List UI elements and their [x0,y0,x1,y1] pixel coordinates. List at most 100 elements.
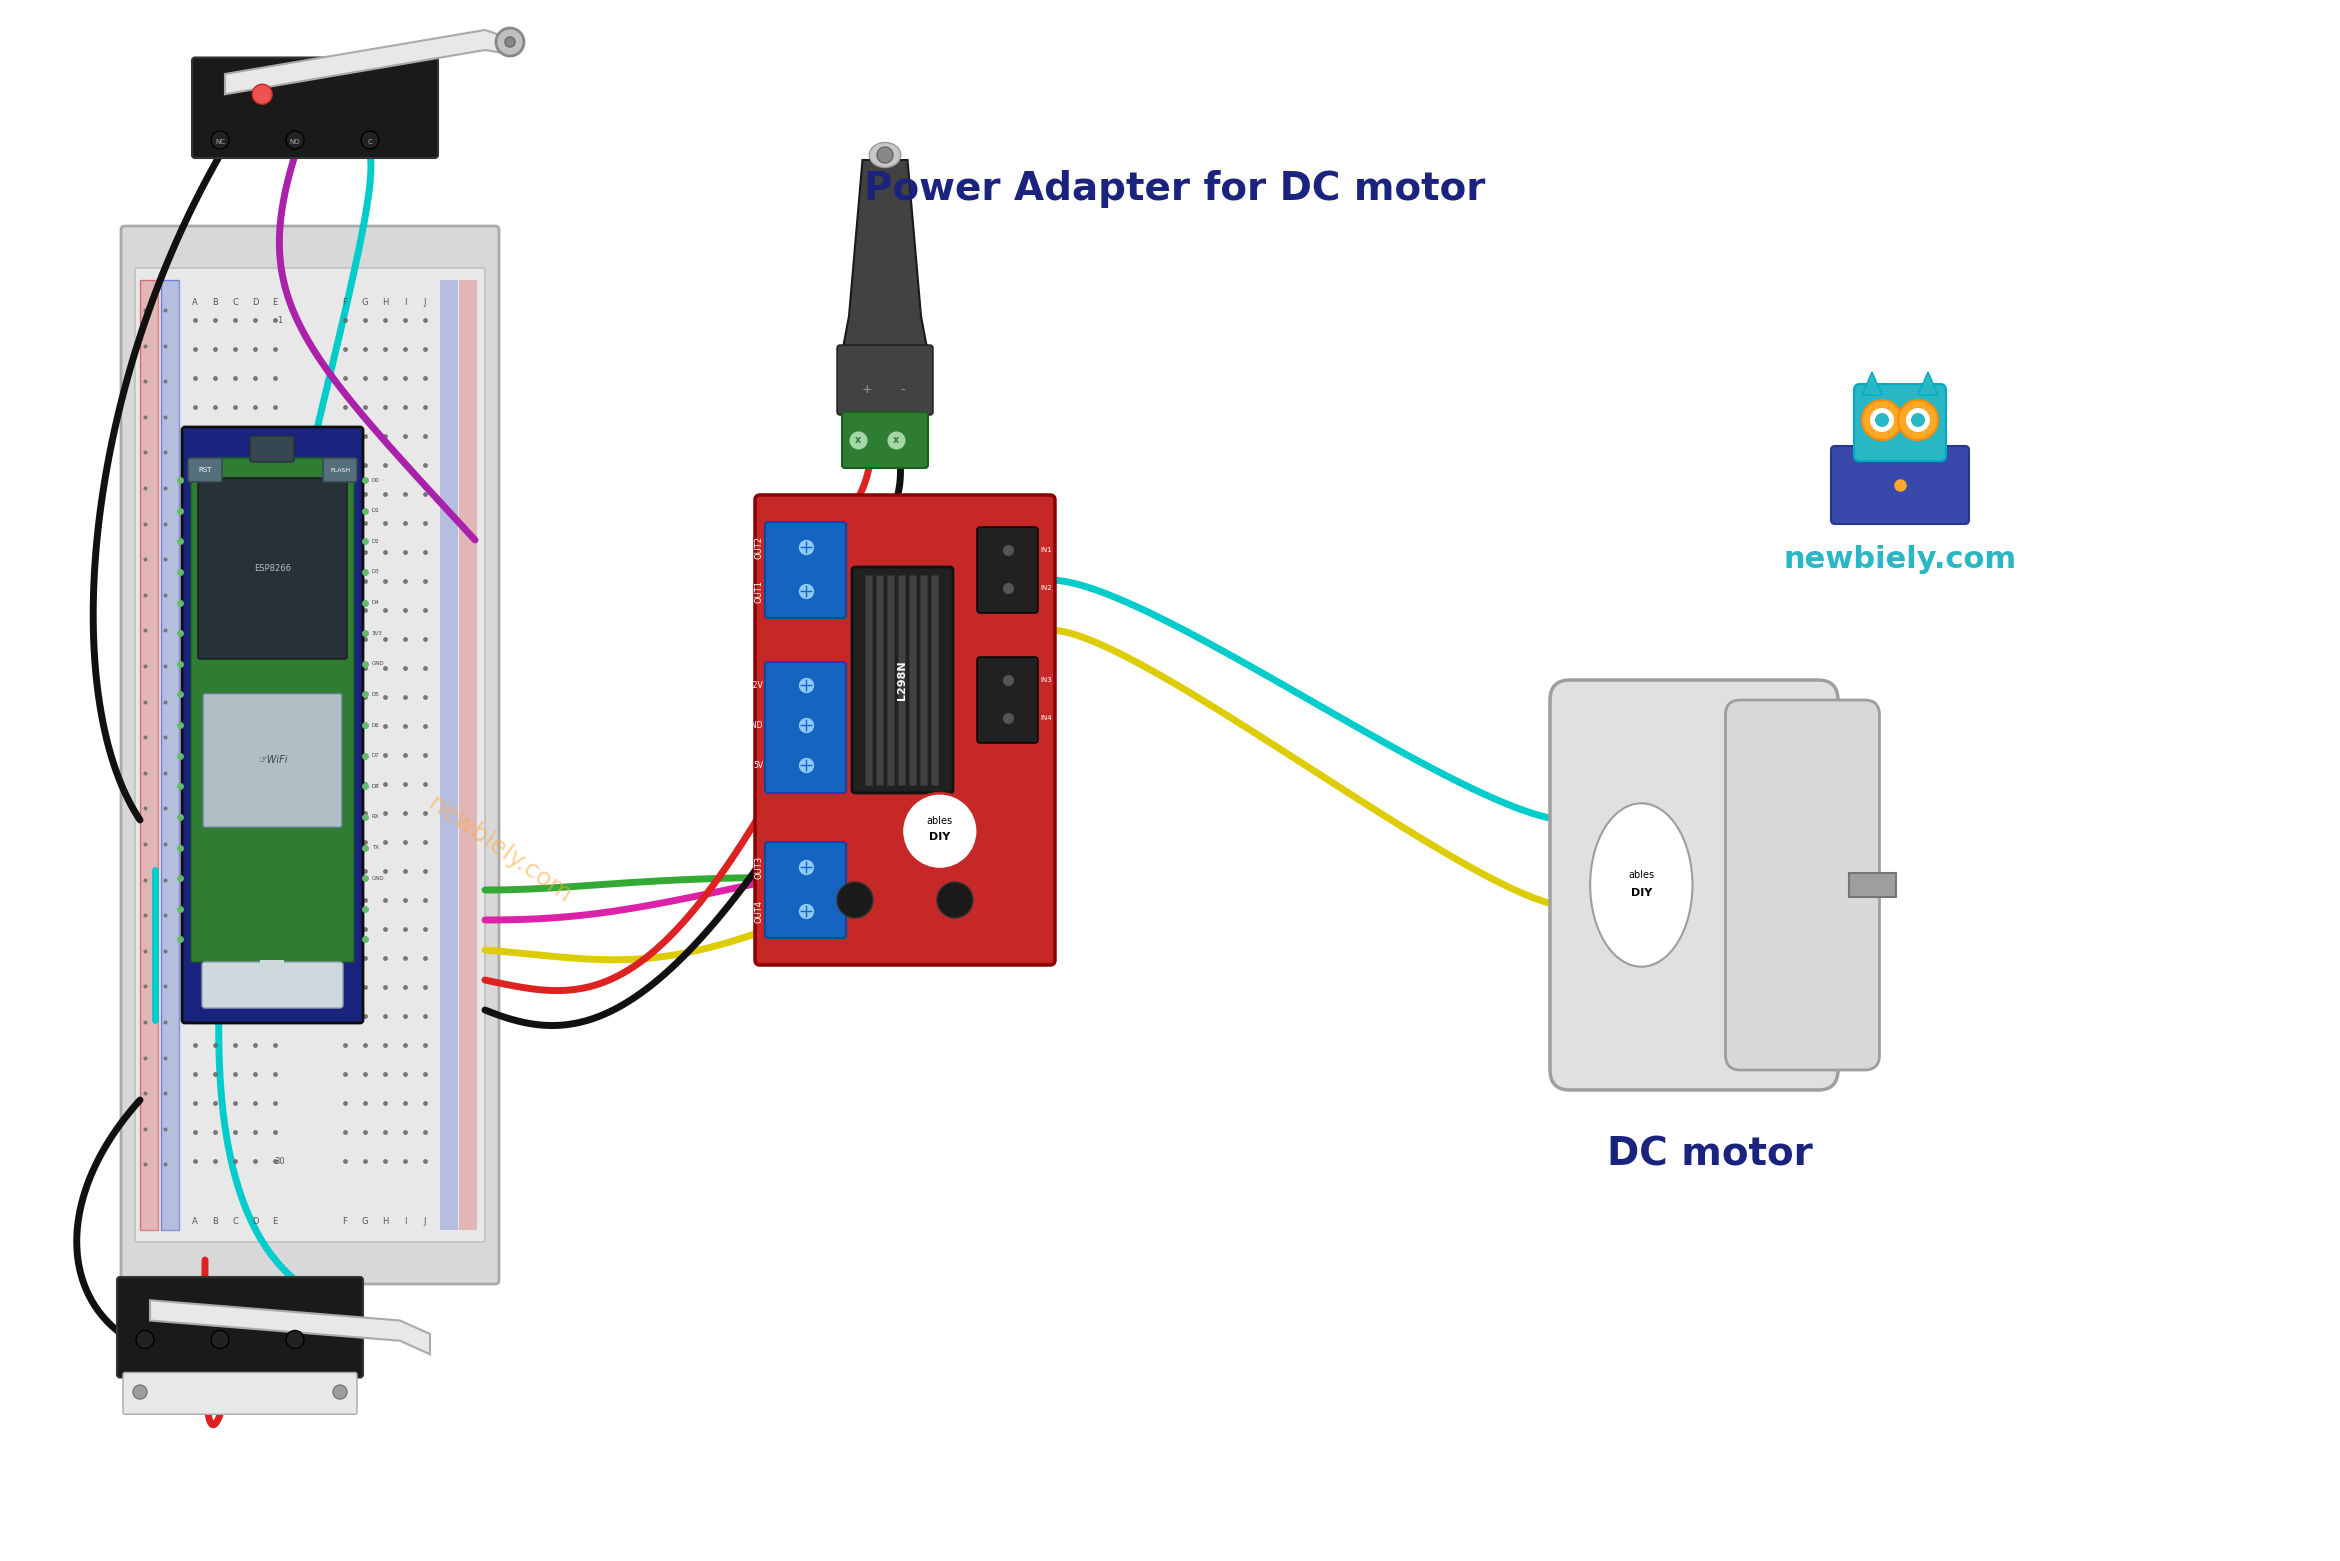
Text: F: F [342,298,346,306]
Text: E: E [271,1218,278,1227]
Text: D0: D0 [372,478,379,482]
Text: IN2: IN2 [1039,585,1051,592]
Polygon shape [150,1300,431,1355]
Circle shape [211,1330,229,1349]
Text: +: + [861,382,873,396]
Text: OUT3: OUT3 [753,855,763,879]
FancyBboxPatch shape [1853,384,1947,460]
Bar [875,574,882,785]
Bar [887,574,894,785]
Text: 5V: 5V [753,760,763,770]
Text: x: x [854,436,861,445]
Text: I: I [405,1218,407,1227]
Text: 30: 30 [274,1157,285,1166]
Polygon shape [1919,372,1938,395]
Text: RST: RST [199,467,211,473]
Bar [140,279,159,1230]
Text: D4: D4 [372,599,379,606]
Bar [908,574,915,785]
FancyBboxPatch shape [1725,699,1879,1069]
Circle shape [360,131,379,148]
Text: G: G [363,1218,367,1227]
Polygon shape [1863,372,1881,395]
Circle shape [285,1330,304,1349]
Text: E: E [271,298,278,306]
Bar [459,279,477,1230]
Text: IN1: IN1 [1039,546,1051,553]
Text: 3V3: 3V3 [372,631,384,635]
Circle shape [285,131,304,148]
Text: L298N: L298N [899,660,908,699]
Text: A: A [192,298,199,306]
Circle shape [936,882,973,918]
Text: TX: TX [372,845,379,851]
Bar [1849,873,1895,898]
Text: H: H [381,1218,388,1227]
FancyBboxPatch shape [756,495,1055,965]
Circle shape [136,1330,154,1349]
Text: D8: D8 [372,784,379,788]
Circle shape [1874,414,1888,428]
Text: DC motor: DC motor [1608,1135,1814,1172]
Polygon shape [225,30,515,94]
FancyBboxPatch shape [765,521,847,618]
FancyBboxPatch shape [187,457,222,482]
Text: ables: ables [927,816,952,826]
Circle shape [1870,407,1893,432]
Text: D6: D6 [372,723,379,727]
Text: OUT1: OUT1 [753,579,763,603]
Bar [161,279,178,1230]
Bar [920,574,927,785]
Text: -: - [901,382,906,396]
Circle shape [496,28,524,56]
Text: OUT4: OUT4 [753,899,763,923]
FancyBboxPatch shape [852,567,952,793]
Text: OUT2: OUT2 [753,535,763,559]
FancyBboxPatch shape [323,457,358,482]
Text: DIY: DIY [929,832,950,843]
Text: C: C [232,298,239,306]
Text: GND: GND [746,721,763,729]
Text: D5: D5 [372,692,379,696]
Text: NC: NC [215,139,225,145]
Circle shape [1898,400,1938,440]
Circle shape [211,131,229,148]
Bar [140,279,159,1230]
Text: GND: GND [372,876,384,880]
FancyBboxPatch shape [250,436,295,462]
FancyBboxPatch shape [204,693,342,827]
Polygon shape [840,159,929,412]
Text: D: D [253,1218,257,1227]
Bar [260,960,283,980]
FancyBboxPatch shape [117,1277,363,1377]
Text: RX: RX [372,815,379,820]
Text: IN3: IN3 [1039,677,1051,684]
Circle shape [901,793,978,869]
Text: J: J [424,1218,426,1227]
Text: ESP8266: ESP8266 [255,564,290,573]
Circle shape [878,147,894,162]
FancyBboxPatch shape [1830,446,1968,524]
Circle shape [1907,407,1930,432]
Text: newbiely.com: newbiely.com [1783,545,2017,574]
Circle shape [1912,414,1926,428]
Bar [161,279,178,1230]
Text: x: x [894,436,899,445]
Text: B: B [213,1218,218,1227]
FancyBboxPatch shape [122,226,498,1285]
Circle shape [838,882,873,918]
Bar [931,574,938,785]
Text: I: I [405,298,407,306]
Text: 10: 10 [274,576,285,585]
Text: C: C [232,1218,239,1227]
FancyBboxPatch shape [201,962,344,1008]
FancyBboxPatch shape [838,345,934,415]
FancyBboxPatch shape [183,428,363,1022]
Text: ☞WiFi: ☞WiFi [257,756,288,765]
Text: B: B [213,298,218,306]
Text: J: J [424,298,426,306]
Text: C: C [367,139,372,145]
Circle shape [133,1385,147,1399]
Text: D3: D3 [372,570,379,574]
Circle shape [505,37,515,47]
